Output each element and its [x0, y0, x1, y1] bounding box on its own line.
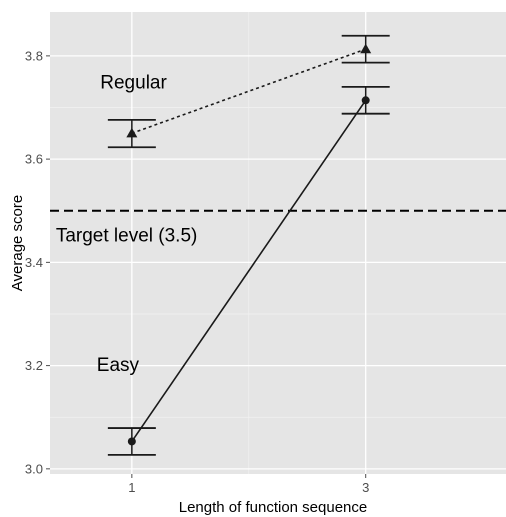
x-axis-title: Length of function sequence — [179, 499, 367, 516]
y-tick-label: 3.8 — [25, 48, 43, 63]
y-tick-label: 3.4 — [25, 255, 43, 270]
annotation-label: Easy — [97, 355, 140, 376]
x-tick-label: 1 — [128, 480, 135, 495]
easy-point-marker — [127, 437, 136, 446]
y-tick-label: 3.6 — [25, 152, 43, 167]
y-axis-title: Average score — [9, 195, 26, 291]
x-tick-label: 3 — [362, 480, 369, 495]
y-tick-label: 3.2 — [25, 358, 43, 373]
easy-series-line — [131, 99, 367, 442]
easy-point-marker — [361, 96, 370, 105]
annotations-group: Regular Easy Target level (3.5) — [56, 72, 198, 375]
series-group — [107, 34, 390, 456]
regular-point-marker — [360, 43, 372, 54]
annotation-label: Target level (3.5) — [56, 226, 198, 247]
annotation-label: Regular — [100, 72, 167, 93]
plot-panel — [50, 12, 506, 474]
regular-point-marker — [126, 127, 138, 138]
y-tick-label: 3.0 — [25, 461, 43, 476]
y-axis: 3.0 3.2 3.4 3.6 3.8 — [25, 48, 50, 476]
